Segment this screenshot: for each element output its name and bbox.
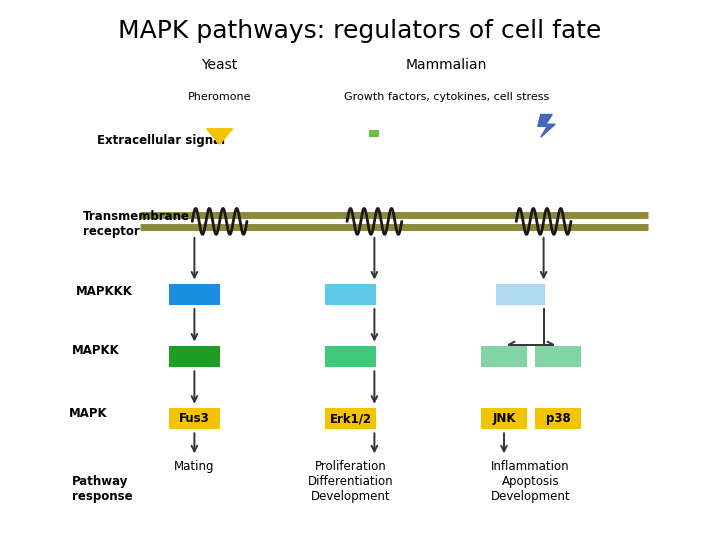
Polygon shape [207, 129, 233, 144]
Text: MAPKKK: MAPKKK [76, 285, 132, 298]
Text: Erk1/2: Erk1/2 [330, 412, 372, 425]
FancyBboxPatch shape [325, 408, 376, 429]
FancyBboxPatch shape [536, 346, 580, 367]
FancyBboxPatch shape [169, 408, 220, 429]
FancyBboxPatch shape [369, 130, 379, 137]
Text: Fus3: Fus3 [179, 412, 210, 425]
Text: Mammalian: Mammalian [405, 58, 487, 72]
Text: p38: p38 [546, 412, 570, 425]
Text: Yeast: Yeast [202, 58, 238, 72]
Text: Inflammation
Apoptosis
Development: Inflammation Apoptosis Development [491, 460, 570, 503]
Text: MAPKK: MAPKK [72, 345, 120, 357]
Text: Extracellular signal: Extracellular signal [97, 134, 225, 147]
Text: MAPK: MAPK [68, 407, 107, 420]
Text: Growth factors, cytokines, cell stress: Growth factors, cytokines, cell stress [343, 92, 549, 102]
Text: JNK: JNK [492, 412, 516, 425]
Text: MAPK pathways: regulators of cell fate: MAPK pathways: regulators of cell fate [118, 19, 602, 43]
FancyBboxPatch shape [325, 284, 376, 305]
Text: Proliferation
Differentiation
Development: Proliferation Differentiation Developmen… [308, 460, 393, 503]
Text: Mating: Mating [174, 460, 215, 473]
Polygon shape [538, 114, 555, 137]
FancyBboxPatch shape [325, 346, 376, 367]
FancyBboxPatch shape [481, 408, 527, 429]
FancyBboxPatch shape [536, 408, 580, 429]
FancyBboxPatch shape [481, 346, 527, 367]
FancyBboxPatch shape [169, 284, 220, 305]
FancyBboxPatch shape [169, 346, 220, 367]
FancyBboxPatch shape [496, 284, 545, 305]
Text: Pheromone: Pheromone [188, 92, 251, 102]
Text: Transmembrane
receptor: Transmembrane receptor [83, 210, 190, 238]
Text: Pathway
response: Pathway response [72, 475, 132, 503]
